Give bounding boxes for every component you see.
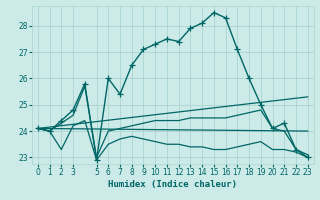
X-axis label: Humidex (Indice chaleur): Humidex (Indice chaleur): [108, 180, 237, 189]
